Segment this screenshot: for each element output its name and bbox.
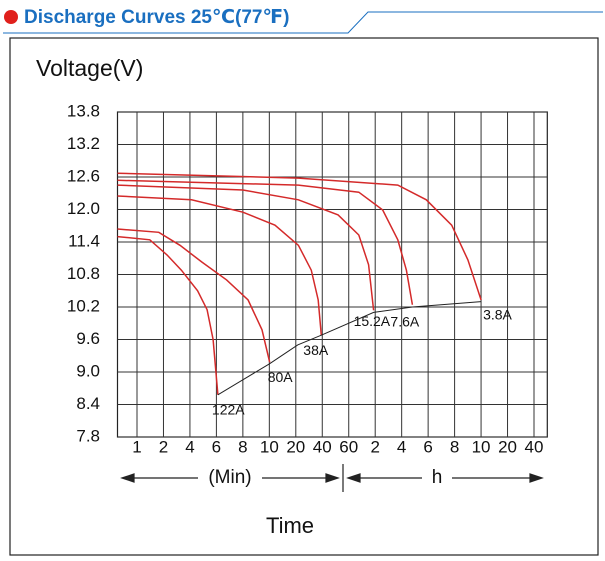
series-label: 3.8A <box>483 307 512 323</box>
x-tick-label: 40 <box>525 437 544 456</box>
x-tick-label: 8 <box>450 437 459 456</box>
x-tick-label: 1 <box>132 437 141 456</box>
x-tick-label: 6 <box>423 437 432 456</box>
y-tick-label: 10.8 <box>67 264 100 283</box>
y-tick-label: 12.0 <box>67 199 100 218</box>
series-line <box>117 235 219 395</box>
x-tick-label: 10 <box>472 437 491 456</box>
arrow-head <box>120 473 135 483</box>
y-tick-label: 12.6 <box>67 166 100 185</box>
y-tick-label: 13.2 <box>67 134 100 153</box>
arrow-head <box>346 473 361 483</box>
y-tick-label: 8.4 <box>76 394 100 413</box>
y-tick-label: 9.6 <box>76 329 100 348</box>
series-line <box>117 172 482 301</box>
frame <box>9 37 599 556</box>
x-tick-label: 8 <box>238 437 247 456</box>
y-tick-label: 11.4 <box>68 231 100 250</box>
y-axis-label: Voltage(V) <box>36 55 143 81</box>
series-line <box>117 195 323 336</box>
x-tick-label: 6 <box>212 437 221 456</box>
x-tick-label: 20 <box>286 437 305 456</box>
x-tick-label: 20 <box>498 437 517 456</box>
series-label: 122A <box>212 401 245 417</box>
x-group-label: h <box>432 467 443 488</box>
x-tick-label: 60 <box>339 437 358 456</box>
series-label: 7.6A <box>390 314 419 330</box>
y-tick-label: 13.8 <box>67 101 100 120</box>
x-tick-label: 4 <box>397 437 406 456</box>
x-tick-label: 2 <box>159 437 168 456</box>
series-label: 80A <box>268 369 294 385</box>
y-tick-label: 7.8 <box>76 426 100 445</box>
series-line <box>117 228 271 363</box>
series-label: 38A <box>303 342 329 358</box>
x-tick-label: 4 <box>185 437 194 456</box>
arrow-head <box>325 473 340 483</box>
series-line <box>217 301 482 396</box>
arrow-head <box>529 473 544 483</box>
series-line <box>117 184 375 311</box>
group-arrows <box>120 464 544 492</box>
x-tick-label: 10 <box>260 437 279 456</box>
chart-title: Discharge Curves 25℃(77℉) <box>24 7 289 28</box>
title-rule <box>3 11 603 34</box>
title-dot <box>4 10 18 24</box>
x-tick-label: 2 <box>370 437 379 456</box>
x-tick-label: 40 <box>313 437 332 456</box>
series-line <box>117 179 414 305</box>
x-axis-label: Time <box>266 513 314 538</box>
x-group-label: (Min) <box>208 467 251 488</box>
y-tick-label: 9.0 <box>76 361 100 380</box>
series-label: 15.2A <box>354 313 391 329</box>
y-tick-label: 10.2 <box>67 296 100 315</box>
